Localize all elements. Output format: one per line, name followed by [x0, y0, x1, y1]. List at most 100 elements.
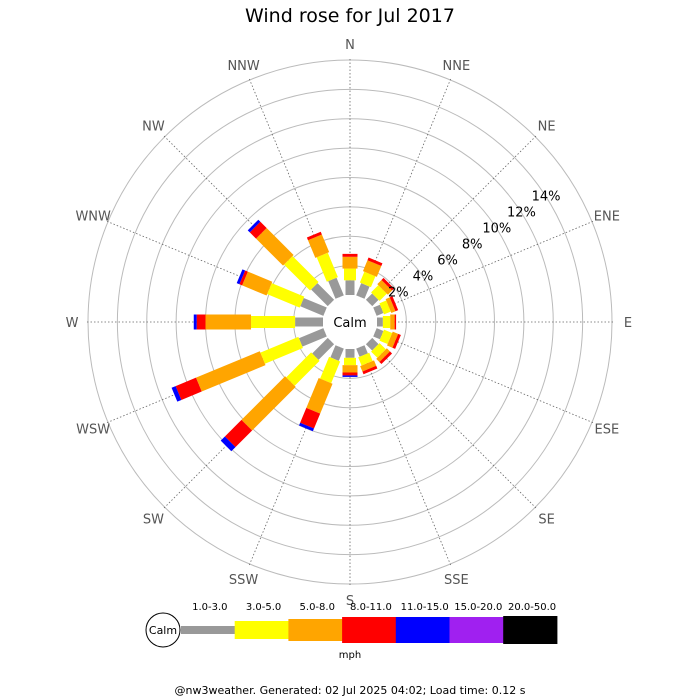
bar-wsw-5.0-8.0	[195, 351, 266, 392]
bar-ssw-1.0-3.0	[330, 345, 344, 361]
legend-band-label: 1.0-3.0	[192, 602, 227, 613]
bar-ssw-8.0-11.0	[300, 407, 321, 429]
bars-layer	[171, 219, 401, 452]
legend-band-label: 3.0-5.0	[246, 602, 281, 613]
direction-label-s: S	[346, 594, 354, 609]
bar-wsw-1.0-3.0	[298, 328, 327, 347]
bar-nne-5.0-8.0	[362, 260, 382, 277]
radial-tick-label: 12%	[507, 205, 536, 220]
bar-wnw-1.0-3.0	[300, 297, 327, 316]
legend-swatch-3.0-5.0	[234, 621, 289, 639]
direction-label-sw: SW	[143, 513, 164, 528]
grid-spoke	[368, 340, 537, 509]
direction-label-ese: ESE	[594, 422, 619, 437]
calm-label: Calm	[333, 316, 366, 331]
bar-sse-3.0-5.0	[358, 352, 373, 366]
bar-nnw-5.0-8.0	[308, 234, 330, 258]
bar-ene-5.0-8.0	[385, 297, 396, 313]
legend-band-label: 15.0-20.0	[454, 602, 502, 613]
bar-ese-5.0-8.0	[387, 331, 399, 348]
direction-label-e: E	[624, 316, 632, 331]
radial-tick-label: 4%	[413, 269, 434, 284]
bar-ne-5.0-8.0	[377, 279, 393, 295]
bar-wnw-8.0-11.0	[239, 270, 248, 286]
bar-wsw-3.0-5.0	[260, 336, 303, 364]
direction-label-wnw: WNW	[75, 210, 111, 225]
bar-wnw-3.0-5.0	[267, 283, 305, 308]
grid-spoke	[368, 135, 537, 304]
bar-sw-1.0-3.0	[312, 337, 335, 360]
direction-label-se: SE	[538, 513, 554, 528]
legend-swatch-11.0-15.0	[395, 617, 450, 643]
legend-band-label: 11.0-15.0	[401, 602, 449, 613]
direction-label-sse: SSE	[444, 573, 469, 588]
legend-band-label: 20.0-50.0	[508, 602, 556, 613]
bar-ene-1.0-3.0	[373, 304, 384, 316]
direction-label-wsw: WSW	[76, 422, 110, 437]
bar-sw-11.0-15.0	[220, 436, 236, 452]
direction-label-nne: NNE	[443, 59, 471, 74]
bar-nw-11.0-15.0	[247, 219, 261, 233]
grid-ring	[175, 147, 525, 497]
bar-se-1.0-3.0	[365, 337, 379, 351]
calm-circle	[324, 296, 376, 348]
bar-sw-8.0-11.0	[224, 419, 253, 448]
grid-spoke	[374, 220, 595, 313]
bar-ene-8.0-11.0	[389, 296, 399, 312]
bar-ne-1.0-3.0	[365, 293, 379, 307]
radial-tick-label: 6%	[437, 253, 458, 268]
bar-nw-3.0-5.0	[284, 256, 319, 291]
bar-nne-3.0-5.0	[359, 271, 376, 288]
grid-spoke	[359, 346, 452, 567]
direction-label-ne: NE	[538, 119, 556, 134]
legend-swatch-20.0-50.0	[503, 616, 558, 644]
bar-se-8.0-11.0	[379, 351, 393, 365]
grid-spoke	[374, 331, 595, 424]
direction-label-ene: ENE	[594, 210, 620, 225]
legend-swatch-8.0-11.0	[342, 617, 397, 643]
bar-ese-1.0-3.0	[373, 328, 384, 340]
footer-text: @nw3weather. Generated: 02 Jul 2025 04:0…	[174, 684, 526, 697]
legend-swatch-5.0-8.0	[288, 619, 343, 641]
legend-band-label: 5.0-8.0	[300, 602, 335, 613]
bar-ssw-5.0-8.0	[306, 377, 333, 414]
bar-nnw-3.0-5.0	[316, 252, 338, 282]
legend-swatch-15.0-20.0	[449, 617, 504, 643]
bar-sse-5.0-8.0	[360, 360, 377, 372]
radial-tick-label: 14%	[532, 189, 561, 204]
chart-title: Wind rose for Jul 2017	[245, 5, 455, 27]
bar-se-3.0-5.0	[371, 343, 386, 358]
direction-label-n: N	[345, 38, 355, 53]
bar-ssw-3.0-5.0	[320, 356, 341, 384]
bar-wnw-5.0-8.0	[242, 271, 273, 296]
bar-se-5.0-8.0	[376, 348, 390, 362]
radial-tick-label: 2%	[388, 285, 409, 300]
bar-nw-1.0-3.0	[311, 283, 335, 307]
bar-sw-3.0-5.0	[286, 352, 320, 386]
direction-label-ssw: SSW	[229, 573, 259, 588]
direction-label-nw: NW	[142, 119, 165, 134]
legend-unit-label: mph	[339, 650, 361, 661]
bar-nnw-1.0-3.0	[328, 277, 344, 299]
legend-band-label: 8.0-11.0	[350, 602, 392, 613]
bar-ne-3.0-5.0	[371, 285, 387, 301]
bar-nne-1.0-3.0	[356, 283, 370, 299]
radial-tick-label: 8%	[462, 237, 483, 252]
bar-sse-1.0-3.0	[356, 345, 368, 357]
bar-ssw-11.0-15.0	[299, 422, 314, 432]
bar-nw-8.0-11.0	[249, 221, 267, 239]
legend-calm-label: Calm	[149, 624, 177, 637]
bar-sse-8.0-11.0	[362, 365, 378, 375]
legend-swatch-1.0-3.0	[181, 626, 236, 634]
legend-calm-circle	[145, 612, 181, 648]
bar-nnw-8.0-11.0	[306, 231, 322, 241]
legend: Calm 1.0-3.0 3.0-5.0 5.0-8.0 8.0-11.0 11.0-15…	[145, 602, 558, 661]
bar-sw-5.0-8.0	[241, 376, 296, 431]
direction-label-nnw: NNW	[227, 59, 259, 74]
bar-ese-8.0-11.0	[392, 333, 401, 349]
bar-nne-8.0-11.0	[367, 257, 383, 267]
bar-ese-3.0-5.0	[379, 329, 393, 345]
bar-ne-8.0-11.0	[381, 277, 395, 291]
bar-ene-3.0-5.0	[379, 300, 391, 315]
